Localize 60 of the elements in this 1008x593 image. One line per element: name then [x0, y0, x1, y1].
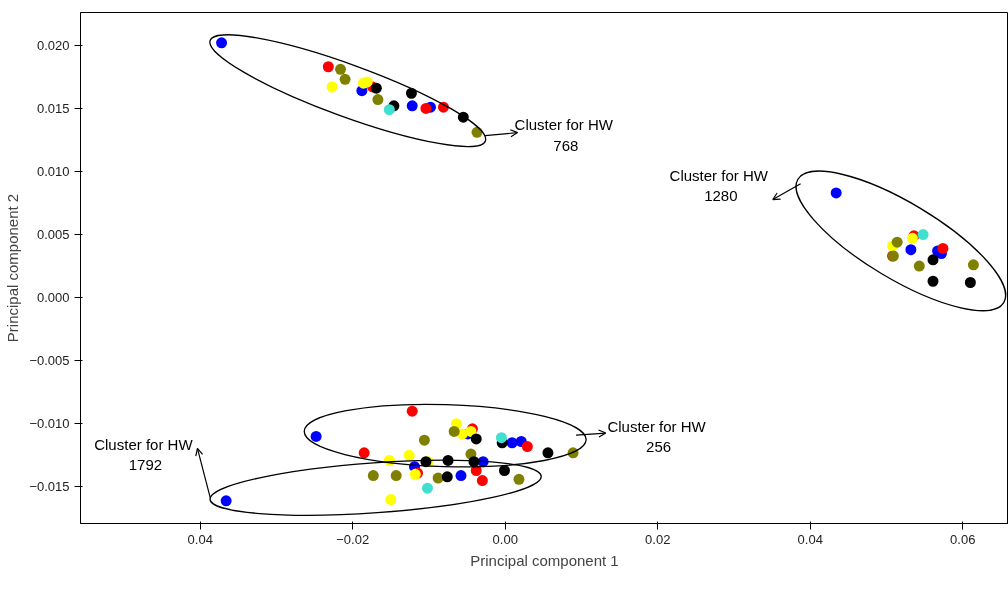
point: [830, 187, 842, 199]
point: [358, 447, 370, 459]
y-tick-label: 0.000: [36, 290, 70, 306]
point: [421, 482, 433, 494]
point: [385, 494, 397, 506]
point: [905, 244, 917, 256]
point: [927, 254, 939, 266]
point: [383, 104, 395, 116]
y-tick-label: −0.015: [29, 479, 70, 495]
y-tick-label: −0.010: [29, 416, 70, 432]
point: [372, 94, 384, 106]
x-tick-label: 0.04: [797, 531, 823, 547]
point: [513, 473, 525, 485]
point: [521, 441, 533, 453]
point: [367, 470, 379, 482]
point: [967, 259, 979, 271]
point: [495, 432, 507, 444]
point: [405, 87, 417, 99]
annotation: Cluster for HW 768: [514, 116, 614, 154]
annotation: Cluster for HW 1792: [94, 435, 194, 474]
y-tick-label: 0.020: [36, 37, 70, 53]
y-tick-label: 0.015: [36, 100, 70, 116]
point: [470, 433, 482, 445]
point: [498, 465, 510, 476]
point: [917, 229, 929, 241]
point: [326, 81, 338, 93]
x-tick-label: 0.06: [950, 531, 976, 547]
point: [420, 102, 432, 114]
point: [418, 434, 430, 446]
point: [891, 236, 903, 248]
point: [406, 405, 418, 417]
point: [448, 425, 460, 437]
point: [964, 277, 976, 288]
x-axis-title: Principal component 1: [470, 551, 619, 569]
annotation: Cluster for HW 1280: [669, 166, 769, 204]
point: [542, 447, 554, 459]
point: [216, 37, 228, 49]
point: [406, 100, 418, 112]
point: [335, 63, 347, 75]
point: [937, 242, 949, 254]
point: [310, 430, 322, 442]
point: [220, 495, 232, 507]
point: [455, 470, 467, 482]
x-tick-label: 0.02: [645, 531, 671, 547]
point: [322, 61, 334, 73]
point: [913, 260, 925, 272]
x-tick-label: 0.04: [187, 531, 213, 547]
y-tick-label: 0.005: [36, 227, 70, 243]
x-tick-label: 0.00: [492, 531, 518, 547]
point: [476, 475, 488, 487]
point: [390, 470, 402, 482]
y-tick-label: 0.010: [36, 163, 70, 179]
y-axis-title: Principal component 2: [4, 193, 22, 343]
point: [927, 275, 939, 287]
point: [339, 73, 351, 85]
annotation: Cluster for HW 256: [607, 417, 707, 456]
point: [403, 449, 415, 461]
y-tick-label: −0.005: [29, 353, 70, 369]
point: [441, 471, 453, 483]
x-tick-label: −0.02: [336, 531, 370, 547]
